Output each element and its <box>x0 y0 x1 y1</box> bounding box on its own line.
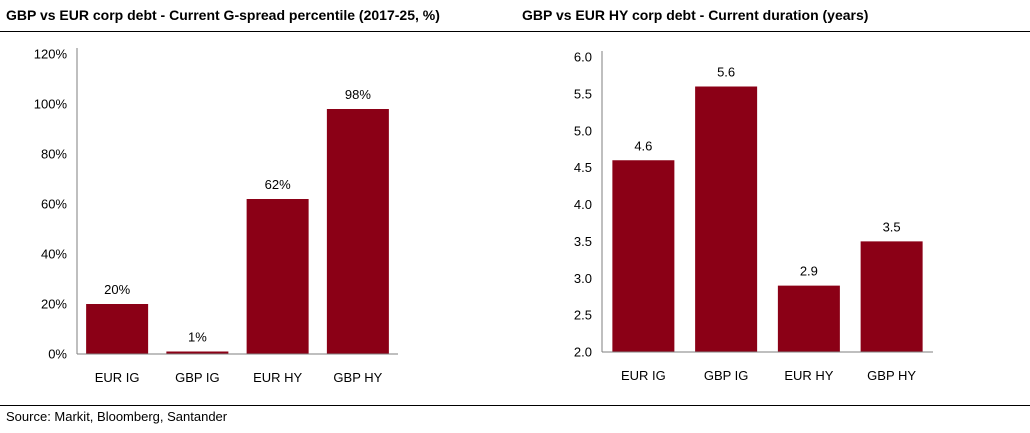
right-ytick-label: 6.0 <box>574 50 592 65</box>
left-bar <box>246 199 309 354</box>
left-bar <box>326 109 389 354</box>
left-data-label: 1% <box>188 330 207 345</box>
right-bar-chart: 2.0 2.5 3.0 3.5 4.0 4.5 5.0 5.5 6.0 4.6 EUR IG 5.6 G… <box>574 50 933 383</box>
left-ytick-label: 60% <box>41 197 67 212</box>
right-data-label: 4.6 <box>634 138 652 153</box>
left-ytick-label: 20% <box>41 297 67 312</box>
right-data-label: 3.5 <box>883 219 901 234</box>
right-category-label: EUR IG <box>621 368 666 383</box>
right-ytick-label: 3.0 <box>574 271 592 286</box>
left-bar <box>166 351 229 354</box>
right-data-label: 5.6 <box>717 65 735 80</box>
right-ytick-label: 2.0 <box>574 345 592 360</box>
right-data-label: 2.9 <box>800 264 818 279</box>
right-ytick-label: 4.5 <box>574 160 592 175</box>
left-ytick-label: 40% <box>41 247 67 262</box>
left-bar <box>86 304 149 354</box>
right-ytick-label: 2.5 <box>574 308 592 323</box>
right-ytick-label: 4.0 <box>574 197 592 212</box>
right-bar <box>612 160 675 352</box>
left-ytick-label: 0% <box>48 347 67 362</box>
right-ytick-label: 3.5 <box>574 234 592 249</box>
left-bar-chart: 0% 20% 40% 60% 80% 100% 120% 20% EUR IG 1% GBP IG 6… <box>34 47 398 385</box>
right-ytick-label: 5.0 <box>574 123 592 138</box>
left-ytick-label: 120% <box>34 47 68 62</box>
left-category-label: EUR HY <box>253 370 302 385</box>
top-rule <box>0 31 1030 32</box>
left-category-label: GBP HY <box>333 370 382 385</box>
right-category-label: GBP HY <box>867 368 916 383</box>
left-data-label: 20% <box>104 282 130 297</box>
left-ytick-label: 100% <box>34 97 68 112</box>
left-chart-title: GBP vs EUR corp debt - Current G-spread … <box>6 7 440 23</box>
right-chart-title: GBP vs EUR HY corp debt - Current durati… <box>522 7 869 23</box>
right-bar <box>695 86 758 352</box>
left-category-label: GBP IG <box>175 370 220 385</box>
left-data-label: 62% <box>265 177 291 192</box>
left-category-label: EUR IG <box>95 370 140 385</box>
left-ytick-label: 80% <box>41 147 67 162</box>
bottom-rule <box>0 405 1030 406</box>
right-category-label: EUR HY <box>784 368 833 383</box>
left-data-label: 98% <box>345 87 371 102</box>
source-note: Source: Markit, Bloomberg, Santander <box>6 409 228 424</box>
right-category-label: GBP IG <box>704 368 749 383</box>
right-bar <box>860 241 923 352</box>
right-bar <box>777 285 840 352</box>
right-ytick-label: 5.5 <box>574 86 592 101</box>
